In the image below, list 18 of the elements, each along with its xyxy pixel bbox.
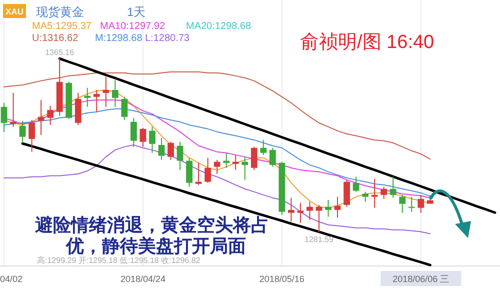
text: M:1298.68 [95, 33, 143, 44]
annotation: 1365.16 [45, 48, 75, 57]
chart-subtitle: 1天 [127, 5, 146, 19]
x-tick-label: 2018/06/06 三 [392, 274, 450, 284]
text: MA10:1297.92 [100, 21, 166, 32]
text: 俞祯明/图 16:40 [300, 32, 434, 53]
x-tick-label: 2018/05/16 [259, 274, 304, 284]
annotation: 1281.59 [304, 235, 334, 244]
chart-title: 现货黄金 [36, 5, 84, 19]
text: L:1280.73 [145, 33, 190, 44]
x-tick-label: 2018/04/24 [120, 274, 166, 284]
text: XAU [6, 6, 24, 16]
text: U:1316.62 [32, 33, 79, 44]
x-tick-label: 04/02 [0, 274, 23, 284]
text: MA20:1298.68 [186, 21, 252, 32]
text: 高:1299.29 开:1295.18 低:1295.18 收:1296.82 [37, 256, 201, 265]
annotation: 避险情绪消退，黄金空头将占优，静待美盘打开局面 [35, 215, 269, 256]
text: MA5:1295.37 [32, 21, 92, 32]
